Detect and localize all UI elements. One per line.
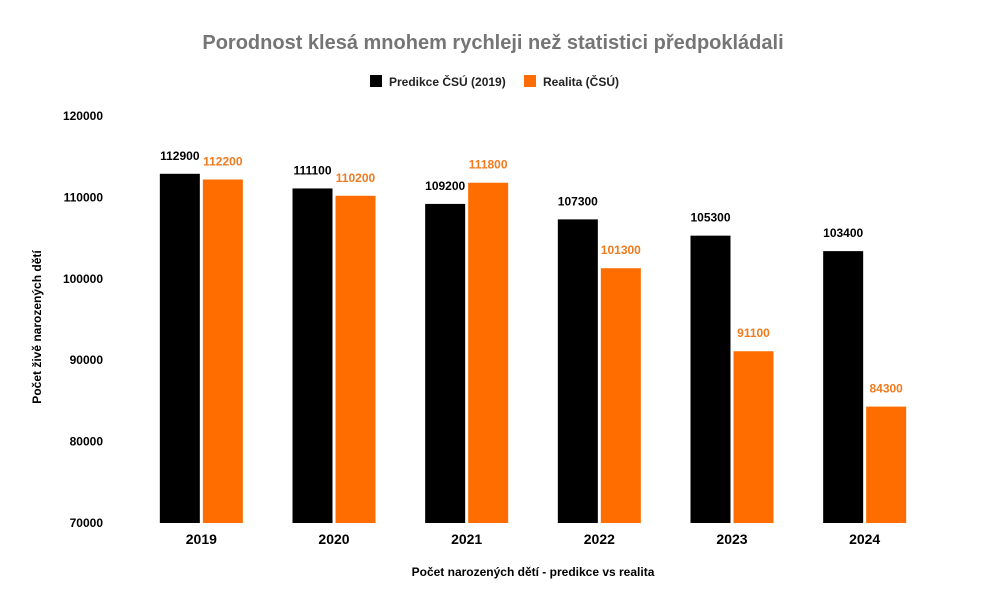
y-tick-label: 90000 [70,353,104,367]
x-tick-label: 2024 [849,531,880,547]
bar-realita-2022 [600,268,641,523]
data-label-predikce-2023: 105300 [690,211,730,225]
legend-swatch-predikce [370,75,382,87]
x-axis-title: Počet narozených dětí - predikce vs real… [412,565,655,579]
y-tick-label: 100000 [63,272,103,286]
bar-realita-2020 [335,195,376,523]
x-tick-label: 2023 [716,531,747,547]
bar-predikce-2020 [292,188,333,524]
data-label-predikce-2022: 107300 [558,194,598,208]
bar-predikce-2022 [557,219,598,524]
data-label-realita-2019: 112200 [203,154,243,168]
bar-realita-2024 [866,406,907,523]
y-tick-label: 110000 [64,190,104,204]
chart-title: Porodnost klesá mnohem rychleji než stat… [202,32,783,54]
legend-swatch-realita [524,75,536,87]
data-label-predikce-2019: 112900 [160,149,200,163]
data-labels: 112900 112200 111100 110200 109200 111800 1073… [160,149,903,396]
bar-predikce-2024 [823,251,864,523]
data-label-realita-2022: 101300 [601,243,641,257]
data-label-predikce-2020: 111100 [293,163,331,177]
data-label-realita-2020: 110200 [336,171,376,185]
y-tick-label: 120000 [63,109,103,123]
data-label-predikce-2024: 103400 [823,226,863,240]
legend-label-predikce: Predikce ČSÚ (2019) [389,74,506,89]
bar-realita-2019 [202,179,243,523]
x-tick-label: 2020 [318,531,349,547]
x-axis-ticks: 2019 2020 2021 2022 2023 2024 [186,531,881,547]
bar-predikce-2023 [690,235,731,523]
bar-predikce-2021 [425,203,466,524]
bar-predikce-2019 [159,173,200,523]
legend-label-realita: Realita (ČSÚ) [543,74,619,89]
bar-realita-2021 [468,182,509,524]
data-label-realita-2024: 84300 [869,382,903,396]
y-tick-label: 80000 [70,435,104,449]
y-axis-ticks: 70000 80000 90000 100000 110000 120000 [63,109,103,530]
bars [159,173,907,524]
data-label-realita-2023: 91100 [737,326,770,340]
y-axis-title: Počet živě narozených dětí [30,250,44,404]
data-label-realita-2021: 111800 [469,158,508,172]
x-tick-label: 2022 [584,531,615,547]
data-label-predikce-2021: 109200 [425,179,465,193]
bar-realita-2023 [733,351,774,523]
x-tick-label: 2021 [451,531,482,547]
x-tick-label: 2019 [186,531,217,547]
legend: Predikce ČSÚ (2019) Realita (ČSÚ) [370,74,619,89]
y-tick-label: 70000 [70,516,104,530]
